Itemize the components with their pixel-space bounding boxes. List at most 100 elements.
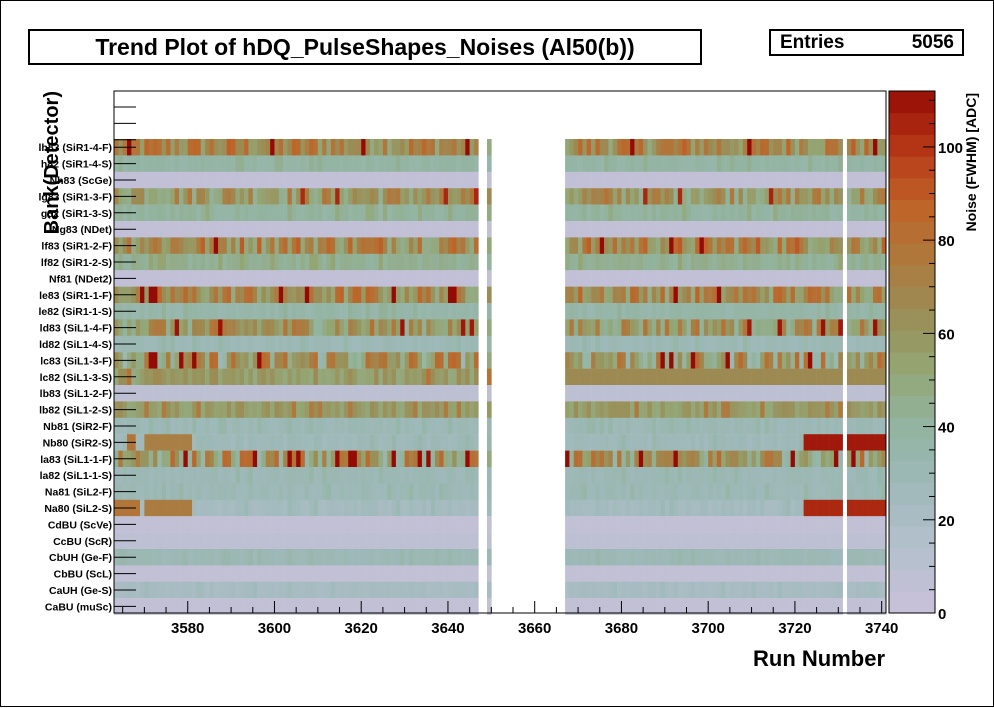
- heatmap-cell: [166, 516, 171, 533]
- heatmap-cell: [695, 401, 700, 418]
- heatmap-cell: [673, 237, 679, 254]
- heatmap-cell: [582, 270, 588, 287]
- heatmap-cell: [157, 368, 163, 386]
- heatmap-cell: [612, 565, 618, 582]
- heatmap-cell: [781, 270, 787, 287]
- heatmap-cell: [742, 598, 748, 615]
- heatmap-cell: [595, 467, 601, 484]
- heatmap-cell: [135, 155, 141, 172]
- heatmap-cell: [682, 483, 687, 500]
- heatmap-cell: [252, 335, 258, 353]
- heatmap-cell: [807, 286, 813, 304]
- heatmap-cell: [183, 171, 189, 189]
- heatmap-cell: [643, 221, 648, 238]
- heatmap-cell: [833, 598, 839, 615]
- heatmap-cell: [356, 516, 362, 533]
- heatmap-cell: [586, 139, 592, 156]
- heatmap-cell: [283, 401, 288, 418]
- heatmap-cell: [738, 417, 744, 435]
- heatmap-cell: [291, 155, 297, 172]
- heatmap-cell: [864, 303, 869, 320]
- heatmap-cell: [352, 303, 358, 320]
- heatmap-cell: [252, 417, 258, 435]
- heatmap-cell: [829, 499, 835, 517]
- heatmap-cell: [400, 368, 405, 386]
- heatmap-cell: [140, 171, 145, 189]
- heatmap-cell: [868, 204, 874, 222]
- heatmap-cell: [205, 467, 210, 484]
- empty-run-gap: [492, 139, 566, 615]
- heatmap-cell: [599, 303, 605, 320]
- heatmap-cell: [148, 335, 154, 353]
- heatmap-cell: [265, 204, 271, 222]
- heatmap-cell: [638, 221, 644, 238]
- heatmap-cell: [773, 467, 778, 484]
- heatmap-cell: [148, 598, 154, 615]
- heatmap-cell: [768, 352, 774, 369]
- heatmap-cell: [408, 499, 414, 517]
- heatmap-cell: [421, 532, 427, 550]
- entries-label: Entries: [780, 32, 845, 53]
- heatmap-cell: [161, 237, 167, 254]
- heatmap-cell: [807, 221, 813, 238]
- heatmap-cell: [638, 499, 644, 517]
- heatmap-cell: [703, 598, 709, 615]
- heatmap-cell: [755, 204, 761, 222]
- heatmap-cell: [326, 483, 332, 500]
- heatmap-cell: [742, 155, 748, 172]
- heatmap-cell: [157, 221, 163, 238]
- heatmap-cell: [833, 401, 839, 418]
- heatmap-cell: [612, 401, 618, 418]
- heatmap-cell: [829, 286, 835, 304]
- heatmap-cell: [261, 516, 267, 533]
- heatmap-cell: [829, 139, 835, 156]
- heatmap-cell: [460, 335, 466, 353]
- heatmap-cell: [742, 549, 748, 566]
- heatmap-cell: [768, 335, 774, 353]
- heatmap-cell: [157, 139, 163, 156]
- heatmap-cell: [686, 532, 692, 550]
- heatmap-cell: [296, 352, 301, 369]
- heatmap-cell: [330, 483, 336, 500]
- heatmap-cell: [764, 385, 770, 402]
- heatmap-cell: [673, 270, 679, 287]
- heatmap-cell: [578, 467, 583, 484]
- heatmap-cell: [473, 450, 479, 468]
- heatmap-cell: [196, 467, 202, 484]
- heatmap-cell: [764, 401, 770, 418]
- x-tick-label: 3720: [778, 620, 811, 637]
- heatmap-cell: [257, 335, 262, 353]
- heatmap-cell: [473, 253, 479, 271]
- heatmap-cell: [413, 598, 418, 615]
- heatmap-cell: [825, 434, 830, 451]
- heatmap-cell: [656, 352, 661, 369]
- heatmap-cell: [807, 368, 813, 386]
- heatmap-cell: [417, 483, 423, 500]
- heatmap-cell: [278, 286, 284, 304]
- heatmap-cell: [573, 516, 579, 533]
- heatmap-cell: [773, 352, 778, 369]
- heatmap-cell: [157, 352, 163, 369]
- heatmap-cell: [161, 385, 167, 402]
- heatmap-cell: [599, 221, 605, 238]
- heatmap-cell: [738, 204, 744, 222]
- heatmap-cell: [721, 450, 726, 468]
- heatmap-cell: [608, 253, 614, 271]
- heatmap-cell: [864, 335, 869, 353]
- heatmap-cell: [803, 188, 809, 205]
- heatmap-cell: [296, 221, 301, 238]
- heatmap-cell: [179, 598, 184, 615]
- palette-band: [889, 395, 935, 418]
- heatmap-cell: [443, 352, 449, 369]
- heatmap-cell: [573, 253, 579, 271]
- heatmap-cell: [664, 270, 670, 287]
- heatmap-cell: [825, 499, 830, 517]
- palette-frame: [888, 90, 936, 614]
- heatmap-cell: [209, 204, 215, 222]
- heatmap-cell: [248, 253, 254, 271]
- heatmap-cell: [647, 237, 653, 254]
- heatmap-cell: [426, 434, 431, 451]
- heatmap-cell: [686, 221, 692, 238]
- heatmap-cell: [695, 385, 700, 402]
- heatmap-cell: [187, 155, 193, 172]
